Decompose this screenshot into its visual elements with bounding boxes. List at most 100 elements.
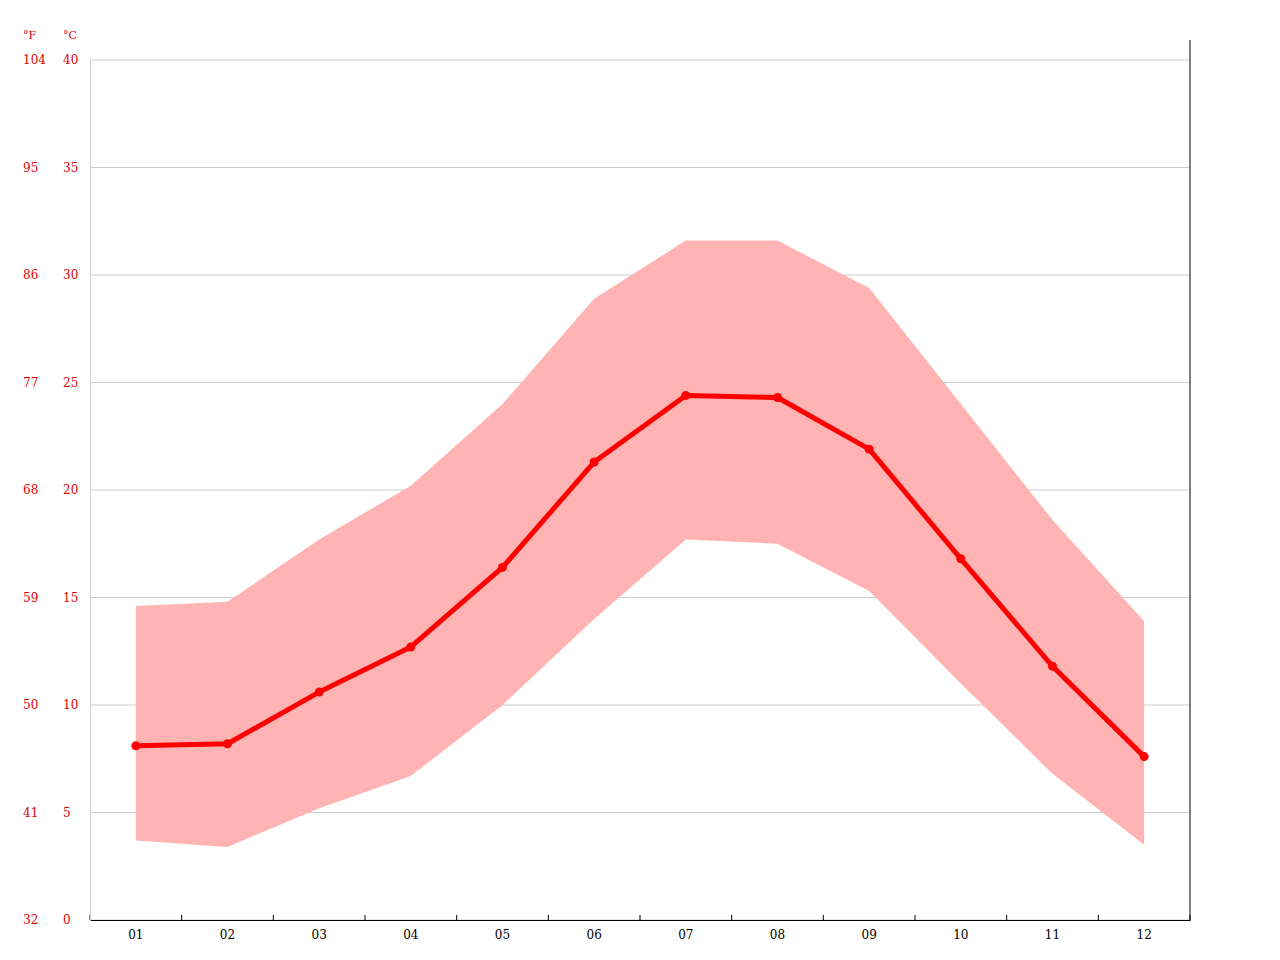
y2-axis-tick-label: 59 [23,591,38,605]
x-tick-label: 02 [220,928,235,942]
y2-axis-tick: 68 [23,483,90,497]
y-axis-tick-label: 40 [63,53,78,67]
y-axis: 0 5 10 15 20 25 30 35 40 [63,53,91,927]
x-tick: 10 [953,920,968,942]
x-tick-label: 03 [312,928,327,942]
marker [590,458,599,467]
y-axis-tick-label: 25 [63,376,78,390]
x-boundary-tick [456,915,457,920]
x-boundary-tick [365,915,366,920]
y-axis-tick: 5 [63,806,90,820]
y-axis-tick-label: 10 [63,698,78,712]
y2-axis-tick-label: 68 [23,483,38,497]
x-axis-line [91,920,1191,921]
mean-line [136,395,1144,756]
chart: 0102030405060708091011123241505968778695… [0,0,1280,960]
x-boundary-tick [731,915,732,920]
x-tick: 12 [1137,920,1152,942]
marker [315,688,324,697]
grid-line [90,167,1190,168]
x-boundary-tick [640,915,641,920]
y2-axis-tick-label: 95 [23,161,38,175]
y-axis-tick-label: 15 [63,591,78,605]
range-band [136,241,1144,847]
x-tick: 08 [770,920,785,942]
y-axis-tick-label: 30 [63,268,78,282]
y2-axis-tick: 59 [23,591,90,605]
x-tick: 07 [678,920,693,942]
y2-axis-tick-label: 32 [23,913,38,927]
x-tick-label: 08 [770,928,785,942]
marker [681,391,690,400]
y-axis-tick-label: 0 [63,913,71,927]
x-boundary-tick [1006,915,1007,920]
y2-axis-tick-label: 50 [23,698,38,712]
x-tick: 06 [587,920,602,942]
y-axis-tick: 10 [63,698,90,712]
x-tick-label: 11 [1045,928,1060,942]
y2-axis-tick: 77 [23,376,90,390]
y-axis-tick: 25 [63,376,90,390]
y-axis-tick: 15 [63,591,90,605]
x-tick: 09 [862,920,877,942]
x-tick-label: 05 [495,928,510,942]
x-boundary-tick [548,915,549,920]
x-tick: 01 [128,920,143,942]
y-axis-tick: 30 [63,268,90,282]
plot-area [131,241,1148,847]
x-axis: 01 02 03 04 05 06 07 08 09 10 11 12 [91,920,1191,942]
y-axis-line [90,61,91,921]
y-axis-tick: 40 [63,53,90,67]
marker [498,563,507,572]
marker [1140,752,1149,761]
y-axis-tick: 0 [63,913,90,927]
x-tick-label: 07 [678,928,693,942]
y2-axis: 3241505968778695104 [23,53,91,927]
right-frame [1190,40,1191,920]
x-tick: 05 [495,920,510,942]
marker [223,739,232,748]
y2-axis-line [90,61,91,921]
y-axis-tick-label: 5 [63,806,71,820]
x-tick: 04 [403,920,419,942]
x-boundary-tick [823,915,824,920]
x-boundary-tick [915,915,916,920]
y2-axis-tick: 104 [23,53,90,67]
y2-axis-tick: 32 [23,913,90,927]
x-boundary-tick [273,915,274,920]
y2-axis-tick-label: 41 [23,806,38,820]
x-tick-label: 01 [128,928,143,942]
y2-axis-title: °F [23,29,37,42]
y2-axis-tick-label: 77 [23,376,38,390]
marker [406,642,415,651]
x-tick-label: 06 [587,928,602,942]
x-tick: 02 [220,920,235,942]
y2-axis-tick-label: 86 [23,268,38,282]
y-axis-tick-label: 20 [63,483,78,497]
y2-axis-tick: 86 [23,268,90,282]
marker [131,741,140,750]
x-tick-label: 04 [403,928,419,942]
y-axis-tick: 35 [63,161,90,175]
marker [956,554,965,563]
x-boundary-tick [181,915,182,920]
y-axis-title: °C [63,29,77,42]
x-tick: 03 [312,920,327,942]
marker [865,445,874,454]
grid [90,60,1190,920]
y2-axis-tick: 95 [23,161,90,175]
markers [131,391,1148,761]
x-tick-label: 09 [862,928,877,942]
y-axis-tick-label: 35 [63,161,78,175]
x-boundaries [90,915,1190,920]
grid-line [90,60,1190,61]
y2-axis-tick: 50 [23,698,90,712]
marker [1048,662,1057,671]
y2-axis-tick: 41 [23,806,90,820]
x-tick-label: 12 [1137,928,1152,942]
marker [773,393,782,402]
y2-axis-tick-label: 104 [23,53,46,67]
x-boundary-tick [1098,915,1099,920]
x-tick-label: 10 [953,928,968,942]
x-tick: 11 [1045,920,1060,942]
